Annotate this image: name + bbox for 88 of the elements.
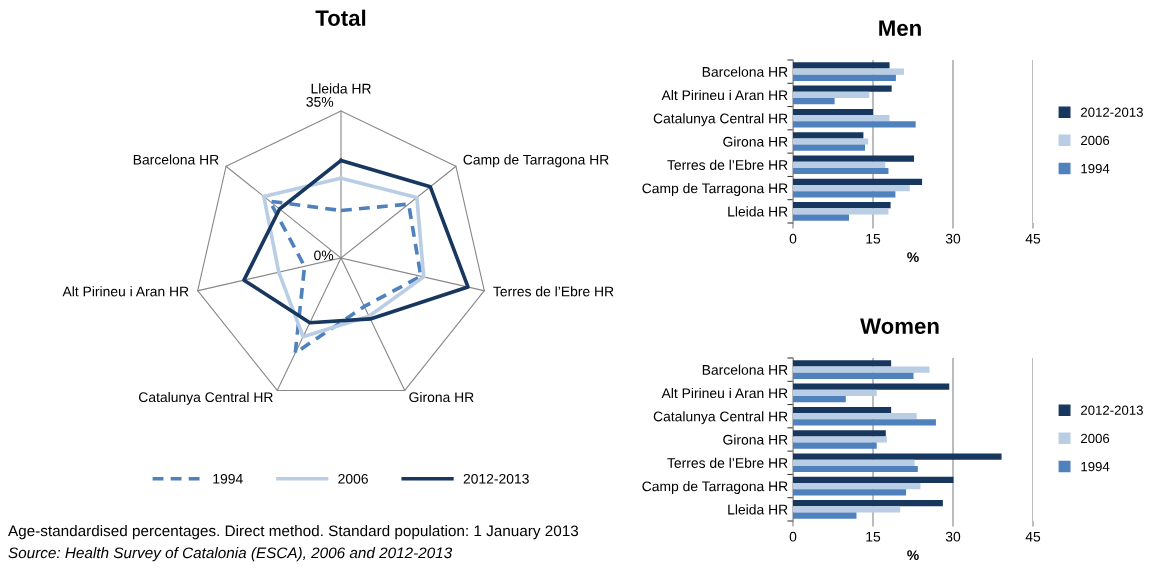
bar [793, 62, 890, 69]
bar [793, 161, 886, 168]
chart-title: Men [879, 20, 921, 36]
x-tick-label: 15 [866, 233, 881, 244]
x-axis-title: % [907, 252, 919, 263]
bar [793, 442, 877, 449]
bar [793, 115, 890, 122]
bar [793, 366, 930, 373]
bar [793, 430, 886, 437]
y-tick-label: Catalunya Central HR [653, 113, 788, 127]
chart-title: Women [860, 318, 939, 334]
bar [793, 74, 896, 81]
y-tick-label: Barcelona HR [702, 66, 788, 77]
legend-label: 2012-2013 [1081, 405, 1143, 415]
legend-label: 2006 [1081, 433, 1110, 444]
bar [793, 389, 877, 397]
bar [793, 453, 1002, 460]
legend-label: 1994 [213, 473, 243, 484]
bar [793, 476, 954, 483]
bar [793, 419, 936, 426]
y-tick-label: 0% [314, 250, 334, 261]
x-tick-label: 30 [945, 233, 961, 244]
bar [793, 465, 918, 473]
legend-label: 2012-2013 [463, 473, 529, 484]
bar [793, 406, 892, 414]
bar [793, 459, 915, 466]
y-tick-label: Girona HR [723, 434, 788, 445]
x-tick-label: 0 [789, 531, 797, 542]
x-axis-title: % [907, 550, 919, 561]
bar [793, 396, 846, 403]
bar [793, 184, 910, 192]
legend-label: 2006 [1081, 135, 1110, 146]
text: Age-standardised percentages. Direct method. Standard population: 1 January 2013 [8, 525, 579, 540]
x-tick-label: 45 [1025, 233, 1041, 244]
y-tick-label: Catalunya Central HR [653, 411, 788, 425]
y-tick-label: Barcelona HR [702, 364, 788, 375]
y-tick-label: Alt Pirineu i Aran HR [661, 89, 788, 101]
bar [793, 202, 891, 209]
y-tick-label: Alt Pirineu i Aran HR [661, 387, 788, 399]
bar [793, 68, 904, 75]
legend-label: 2006 [338, 473, 368, 484]
y-tick-label: Terres de l’Ebre HR [667, 457, 788, 468]
y-tick-label: Camp de Tarragona HR [642, 481, 788, 494]
y-tick-label: Girona HR [723, 136, 788, 147]
bar [793, 413, 917, 420]
spoke-label: Camp de Tarragona HR [463, 154, 609, 168]
bar [793, 144, 865, 151]
y-tick-label: Terres de l’Ebre HR [667, 159, 788, 170]
bar [793, 191, 896, 198]
bar [793, 512, 857, 519]
y-tick-label: 35% [306, 96, 334, 107]
x-tick-label: 45 [1025, 531, 1041, 542]
bar [793, 178, 923, 185]
spoke-label: Terres de l’Ebre HR [493, 286, 614, 297]
bar [793, 121, 916, 128]
chart-title: Total [315, 9, 366, 26]
bar [793, 98, 835, 105]
y-tick-label: Camp de Tarragona HR [642, 183, 788, 196]
bar [793, 85, 892, 92]
spoke-label: Girona HR [409, 391, 474, 403]
bar [793, 500, 943, 507]
x-tick-label: 15 [866, 531, 881, 542]
bar [793, 436, 887, 443]
spoke-label: Catalunya Central HR [139, 391, 273, 405]
legend-label: 1994 [1081, 461, 1110, 472]
x-tick-label: 30 [945, 531, 961, 542]
spoke-label: Alt Pirineu i Aran HR [62, 286, 189, 297]
bar [793, 383, 950, 390]
bar [793, 138, 869, 145]
bar [793, 132, 864, 139]
bar [793, 208, 889, 215]
bar [793, 91, 870, 99]
bar [793, 372, 914, 379]
y-tick-label: Lleida HR [728, 206, 788, 217]
bar [793, 167, 889, 175]
spoke-label: Barcelona HR [133, 154, 219, 165]
bar [793, 360, 892, 367]
bar [793, 489, 907, 496]
source-note: Source: Health Survey of Catalonia (ESCA), 2006 and 2012-2013 [8, 547, 453, 562]
legend-label: 1994 [1081, 163, 1110, 174]
bar [793, 506, 901, 513]
x-tick-label: 0 [789, 233, 797, 244]
bar [793, 214, 849, 221]
bar [793, 482, 921, 490]
legend-label: 2012-2013 [1081, 107, 1143, 117]
bar [793, 155, 915, 162]
y-tick-label: Lleida HR [728, 504, 788, 515]
bar [793, 108, 873, 116]
